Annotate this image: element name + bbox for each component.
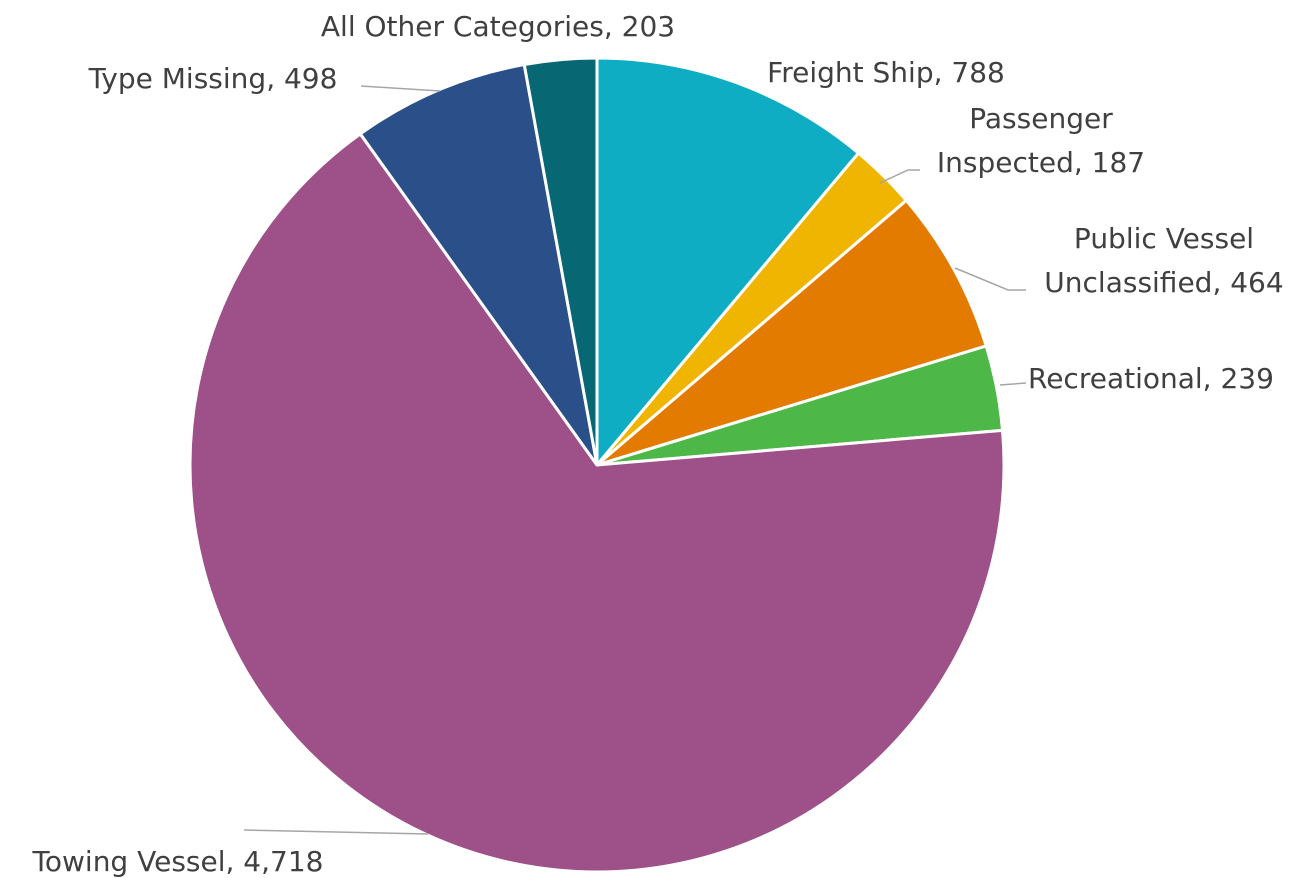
data-label-public-vessel-unclassified: Public Vessel Unclassified, 464: [1044, 222, 1283, 299]
data-label-type-missing: Type Missing, 498: [88, 62, 338, 95]
data-labels: Freight Ship, 788 Passenger Inspected, 187…: [32, 10, 1284, 878]
leader-line-public-vessel-unclassified: [954, 267, 1026, 291]
pie-slices: [188, 56, 1006, 874]
data-label-line: Public Vessel: [1074, 222, 1254, 255]
data-label-line: Type Missing, 498: [88, 62, 338, 95]
data-label-recreational: Recreational, 239: [1028, 362, 1274, 395]
data-label-line: Passenger: [969, 102, 1113, 135]
leader-lines: [243, 85, 1027, 835]
data-label-all-other-categories: All Other Categories, 203: [321, 10, 675, 43]
pie-slice-public-vessel-unclassified: [595, 198, 988, 467]
data-label-line: Inspected, 187: [937, 146, 1145, 179]
leader-line-recreational: [999, 382, 1027, 386]
data-label-passenger-inspected: Passenger Inspected, 187: [937, 102, 1145, 179]
data-label-towing-vessel: Towing Vessel, 4,718: [32, 845, 324, 878]
pie-slice-all-other-categories: [522, 56, 599, 467]
data-label-line: Freight Ship, 788: [767, 56, 1005, 89]
data-label-line: All Other Categories, 203: [321, 10, 675, 43]
leader-line-type-missing: [360, 85, 441, 92]
leader-line-towing-vessel: [243, 829, 429, 835]
leader-line-passenger-inspected: [879, 169, 920, 184]
data-label-line: Towing Vessel, 4,718: [32, 845, 324, 878]
data-label-line: Unclassified, 464: [1044, 266, 1283, 299]
data-label-freight-ship: Freight Ship, 788: [767, 56, 1005, 89]
data-label-line: Recreational, 239: [1028, 362, 1274, 395]
pie-slice-freight-ship: [595, 56, 860, 467]
